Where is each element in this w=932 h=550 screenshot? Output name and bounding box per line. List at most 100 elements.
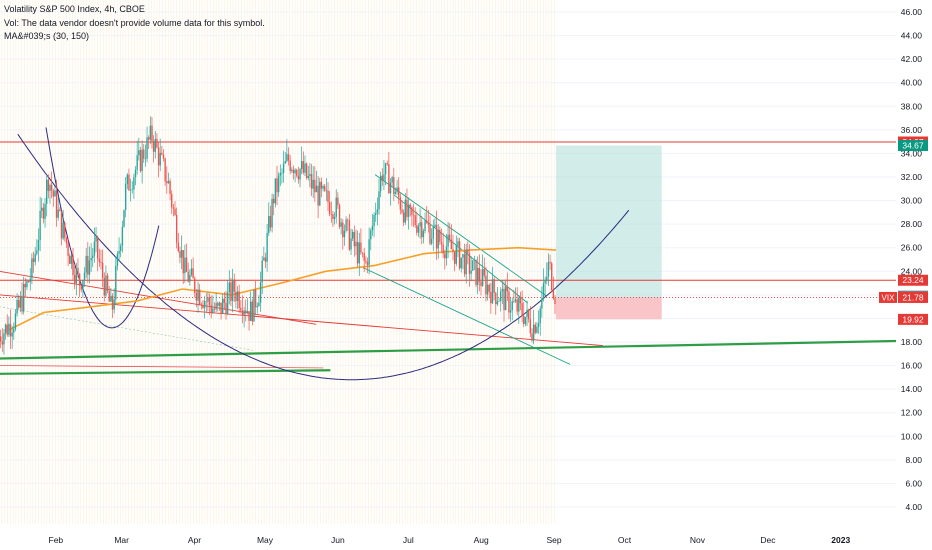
candle-body <box>412 214 415 216</box>
candle-body <box>6 324 8 335</box>
candle-body <box>203 301 206 308</box>
candle-body <box>340 222 342 227</box>
candle-body <box>264 257 267 262</box>
channel-upper-line <box>374 174 547 297</box>
candle-body <box>429 224 431 244</box>
faint-line <box>0 306 253 351</box>
chart-legend: Volatility S&P 500 Index, 4h, CBOE Vol: … <box>4 3 265 44</box>
candle-body <box>121 226 124 246</box>
candle-body <box>62 222 64 239</box>
candle-body <box>72 255 74 276</box>
candle-body <box>358 242 360 264</box>
candle-body <box>77 267 79 274</box>
candle-body <box>279 173 281 176</box>
candle-body <box>52 190 54 197</box>
candle-body <box>435 224 438 249</box>
y-tick-label: 42.00 <box>901 54 923 64</box>
candle-body <box>195 292 198 301</box>
candle-body <box>41 207 43 211</box>
candle-body <box>467 249 469 254</box>
candle-body <box>373 215 375 227</box>
candle-body <box>73 275 76 284</box>
candle-body <box>60 210 63 239</box>
candle-body <box>453 251 456 264</box>
red-trendline-bottom <box>0 365 324 369</box>
candle-body <box>292 169 295 174</box>
price-tag <box>898 313 928 325</box>
candle-body <box>27 281 30 283</box>
candle-body <box>401 209 403 213</box>
candle-body <box>147 137 150 140</box>
candle-body <box>95 236 97 242</box>
candle-body <box>539 308 541 324</box>
candle-body <box>388 164 390 194</box>
candle-body <box>320 181 323 189</box>
candle-body <box>18 299 20 308</box>
candle-body <box>123 210 125 227</box>
candle-body <box>314 179 316 193</box>
candle-body <box>100 261 102 263</box>
time-axis[interactable]: Feb Mar Apr May Jun Jul Aug Sep Oct Nov Dec 2023 <box>49 535 851 545</box>
candle-body <box>534 324 536 333</box>
candle-body <box>44 203 46 219</box>
price-tag-text: 34.67 <box>902 141 924 151</box>
candle-body <box>70 255 73 264</box>
candle-body <box>379 175 382 192</box>
candle-body <box>101 262 104 279</box>
candle-body <box>238 291 240 308</box>
candle-body <box>551 263 553 291</box>
candle-body <box>351 231 354 239</box>
candle-body <box>356 241 359 264</box>
candle-body <box>481 269 484 286</box>
candle-body <box>284 161 286 164</box>
candle-body <box>222 298 224 314</box>
candle-body <box>138 150 140 156</box>
x-tick-label: May <box>257 535 274 545</box>
candle-body <box>78 273 81 286</box>
y-tick-label: 16.00 <box>901 361 923 371</box>
red-trendline-upper <box>0 270 317 325</box>
candle-body <box>32 258 35 262</box>
candle-body <box>500 291 502 302</box>
candle-body <box>16 299 18 314</box>
candle-body <box>366 262 369 265</box>
candle-body <box>478 267 481 282</box>
candle-body <box>391 177 393 183</box>
y-tick-label: 8.00 <box>905 455 922 465</box>
candle-body <box>440 241 443 245</box>
ma-indicator-label[interactable]: MA&#039;s (30, 150) <box>4 31 90 41</box>
candle-body <box>439 229 441 242</box>
candle-body <box>422 230 425 238</box>
symbol-title[interactable]: Volatility S&P 500 Index, 4h, CBOE <box>4 4 145 14</box>
candle-body <box>488 284 490 292</box>
candle-body <box>166 181 168 184</box>
candle-body <box>419 222 421 227</box>
candle-body <box>432 227 434 239</box>
candle-body <box>406 199 408 217</box>
candle-body <box>343 230 346 238</box>
candle-body <box>198 289 201 305</box>
candle-body <box>266 232 268 262</box>
candle-body <box>465 249 467 275</box>
candles <box>0 116 556 355</box>
candle-body <box>444 253 446 259</box>
candle-body <box>202 305 204 308</box>
y-tick-label: 36.00 <box>901 125 923 135</box>
y-tick-label: 32.00 <box>901 172 923 182</box>
candle-body <box>21 296 23 312</box>
candle-body <box>335 197 337 217</box>
candle-body <box>322 186 324 189</box>
candle-body <box>236 291 239 301</box>
candle-body <box>337 197 339 206</box>
candle-body <box>549 262 551 264</box>
candle-body <box>258 302 260 307</box>
candle-body <box>330 214 332 215</box>
candle-body <box>26 281 28 288</box>
y-tick-label: 4.00 <box>905 502 922 512</box>
candle-body <box>455 245 458 264</box>
candle-body <box>212 308 214 313</box>
candle-body <box>309 174 311 176</box>
candle-body <box>171 194 173 208</box>
candle-body <box>325 190 328 192</box>
